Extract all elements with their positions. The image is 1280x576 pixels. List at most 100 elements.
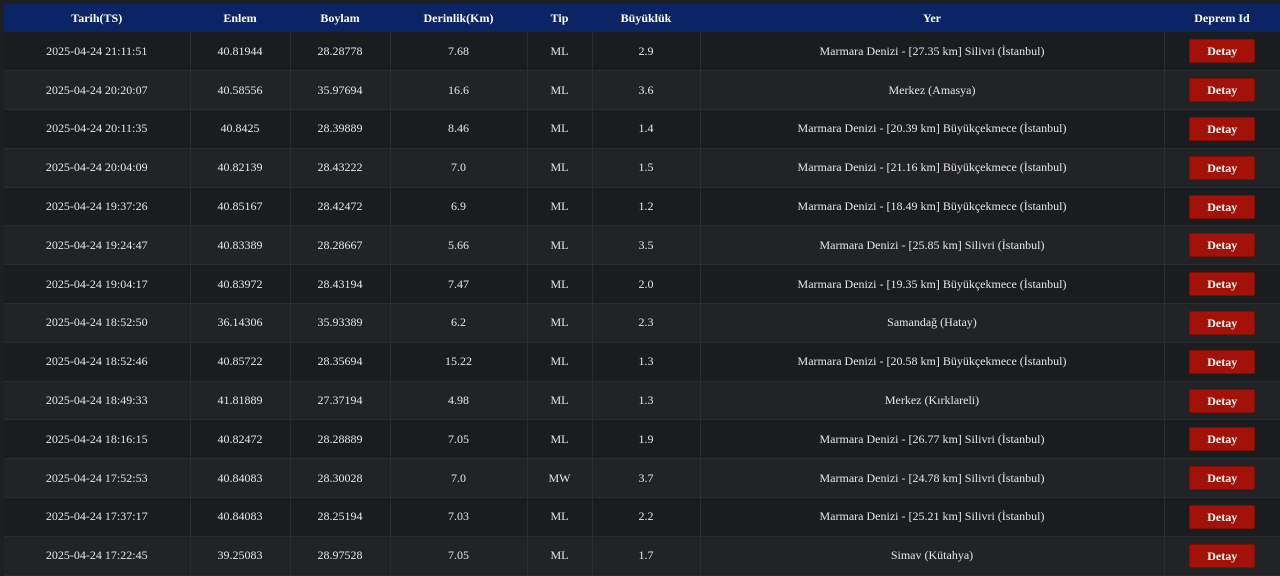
- cell-location: Marmara Denizi - [20.58 km] Büyükçekmece…: [700, 342, 1165, 382]
- cell-location: Marmara Denizi - [25.21 km] Silivri (İst…: [700, 497, 1165, 537]
- header-date: Tarih(TS): [4, 4, 191, 32]
- cell-magnitude: 2.0: [592, 264, 701, 304]
- cell-longitude: 27.37194: [290, 381, 391, 420]
- cell-type: ML: [527, 109, 593, 149]
- cell-type: MW: [527, 458, 593, 498]
- cell-date: 2025-04-24 20:04:09: [4, 148, 191, 188]
- cell-location: Marmara Denizi - [21.16 km] Büyükçekmece…: [700, 148, 1165, 188]
- cell-depth: 7.05: [390, 419, 528, 459]
- cell-depth: 15.22: [390, 342, 528, 382]
- cell-type: ML: [527, 148, 593, 188]
- cell-date: 2025-04-24 20:20:07: [4, 70, 191, 110]
- detail-button[interactable]: Detay: [1189, 233, 1256, 258]
- cell-magnitude: 2.3: [592, 303, 701, 343]
- cell-longitude: 28.42472: [290, 187, 391, 226]
- table-row: 2025-04-24 20:11:35 40.8425 28.39889 8.46 ML…: [4, 109, 1280, 149]
- cell-location: Marmara Denizi - [19.35 km] Büyükçekmece…: [700, 264, 1165, 304]
- cell-type: ML: [527, 70, 593, 110]
- cell-longitude: 28.97528: [290, 536, 391, 576]
- cell-earthquake-id: Detay: [1164, 71, 1280, 110]
- cell-depth: 8.46: [390, 109, 528, 149]
- cell-date: 2025-04-24 19:04:17: [4, 264, 191, 304]
- cell-type: ML: [527, 342, 593, 382]
- cell-latitude: 40.81944: [190, 32, 291, 71]
- cell-depth: 4.98: [390, 381, 528, 420]
- cell-earthquake-id: Detay: [1164, 536, 1280, 575]
- cell-depth: 7.03: [390, 497, 528, 537]
- cell-type: ML: [527, 225, 593, 265]
- cell-date: 2025-04-24 17:22:45: [4, 536, 191, 576]
- cell-date: 2025-04-24 17:52:53: [4, 458, 191, 498]
- detail-button[interactable]: Detay: [1189, 272, 1256, 297]
- detail-button[interactable]: Detay: [1189, 504, 1256, 529]
- cell-latitude: 40.8425: [190, 109, 291, 149]
- table-row: 2025-04-24 21:11:51 40.81944 28.28778 7.68 M…: [4, 32, 1280, 71]
- cell-location: Marmara Denizi - [25.85 km] Silivri (İst…: [700, 225, 1165, 265]
- cell-depth: 6.2: [390, 303, 528, 343]
- cell-type: ML: [527, 32, 593, 71]
- detail-button[interactable]: Detay: [1189, 349, 1256, 374]
- header-type: Tip: [527, 4, 593, 32]
- cell-magnitude: 3.7: [592, 458, 701, 498]
- cell-date: 2025-04-24 18:16:15: [4, 419, 191, 459]
- detail-button[interactable]: Detay: [1189, 388, 1256, 413]
- cell-magnitude: 2.9: [592, 32, 701, 71]
- cell-longitude: 28.25194: [290, 497, 391, 537]
- table-row: 2025-04-24 18:16:15 40.82472 28.28889 7.05 M…: [4, 419, 1280, 459]
- cell-magnitude: 1.4: [592, 109, 701, 149]
- cell-earthquake-id: Detay: [1164, 381, 1280, 420]
- cell-longitude: 28.30028: [290, 458, 391, 498]
- cell-earthquake-id: Detay: [1164, 498, 1280, 537]
- cell-magnitude: 1.2: [592, 187, 701, 226]
- detail-button[interactable]: Detay: [1189, 116, 1256, 141]
- detail-button[interactable]: Detay: [1189, 466, 1256, 491]
- table-row: 2025-04-24 19:04:17 40.83972 28.43194 7.47 M…: [4, 264, 1280, 304]
- table-row: 2025-04-24 17:52:53 40.84083 28.30028 7.0 MW…: [4, 458, 1280, 498]
- detail-button[interactable]: Detay: [1189, 543, 1256, 568]
- cell-longitude: 28.28667: [290, 225, 391, 265]
- cell-earthquake-id: Detay: [1164, 187, 1280, 226]
- detail-button[interactable]: Detay: [1189, 155, 1256, 180]
- table-body: 2025-04-24 21:11:51 40.81944 28.28778 7.68 M…: [4, 32, 1280, 576]
- cell-latitude: 40.83389: [190, 225, 291, 265]
- cell-depth: 7.05: [390, 536, 528, 576]
- cell-depth: 7.0: [390, 458, 528, 498]
- cell-type: ML: [527, 303, 593, 343]
- detail-button[interactable]: Detay: [1189, 427, 1256, 452]
- cell-latitude: 39.25083: [190, 536, 291, 576]
- cell-location: Marmara Denizi - [20.39 km] Büyükçekmece…: [700, 109, 1165, 149]
- cell-magnitude: 1.3: [592, 381, 701, 420]
- detail-button[interactable]: Detay: [1189, 78, 1256, 103]
- cell-depth: 7.47: [390, 264, 528, 304]
- cell-longitude: 28.35694: [290, 342, 391, 382]
- header-depth: Derinlik(Km): [390, 4, 528, 32]
- header-latitude: Enlem: [190, 4, 291, 32]
- cell-latitude: 40.83972: [190, 264, 291, 304]
- detail-button[interactable]: Detay: [1189, 310, 1256, 335]
- table-row: 2025-04-24 20:04:09 40.82139 28.43222 7.0 ML…: [4, 148, 1280, 188]
- cell-location: Merkez (Amasya): [700, 70, 1165, 110]
- cell-earthquake-id: Detay: [1164, 110, 1280, 149]
- cell-location: Simav (Kütahya): [700, 536, 1165, 576]
- header-location: Yer: [700, 4, 1165, 32]
- header-longitude: Boylam: [290, 4, 391, 32]
- cell-location: Marmara Denizi - [18.49 km] Büyükçekmece…: [700, 187, 1165, 226]
- cell-earthquake-id: Detay: [1164, 459, 1280, 498]
- cell-type: ML: [527, 497, 593, 537]
- detail-button[interactable]: Detay: [1189, 194, 1256, 219]
- cell-date: 2025-04-24 18:52:50: [4, 303, 191, 343]
- cell-depth: 7.68: [390, 32, 528, 71]
- cell-earthquake-id: Detay: [1164, 265, 1280, 304]
- header-earthquake-id: Deprem Id: [1164, 4, 1280, 32]
- table-row: 2025-04-24 18:49:33 41.81889 27.37194 4.98 M…: [4, 381, 1280, 420]
- table-row: 2025-04-24 18:52:50 36.14306 35.93389 6.2 ML…: [4, 303, 1280, 343]
- header-magnitude: Büyüklük: [592, 4, 701, 32]
- table-row: 2025-04-24 17:37:17 40.84083 28.25194 7.03 M…: [4, 497, 1280, 537]
- cell-longitude: 28.43222: [290, 148, 391, 188]
- cell-magnitude: 1.7: [592, 536, 701, 576]
- detail-button[interactable]: Detay: [1189, 39, 1256, 64]
- cell-earthquake-id: Detay: [1164, 226, 1280, 265]
- cell-date: 2025-04-24 18:49:33: [4, 381, 191, 420]
- cell-longitude: 28.28778: [290, 32, 391, 71]
- cell-earthquake-id: Detay: [1164, 342, 1280, 381]
